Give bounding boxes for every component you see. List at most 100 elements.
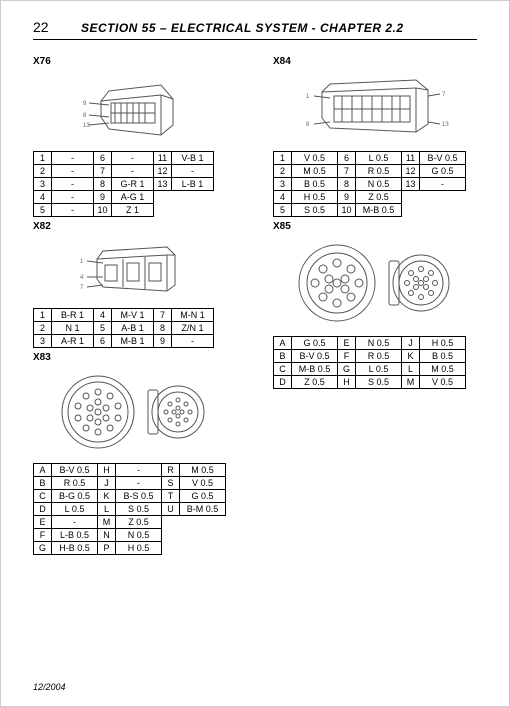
- table-row: DL 0.5LS 0.5UB-M 0.5: [34, 503, 226, 516]
- left-column: X76 9 8 13 1-6-11V-B 12-7-12-3-8G-R 113L…: [33, 54, 237, 559]
- table-cell: 9: [154, 335, 172, 348]
- table-cell: G: [34, 542, 52, 555]
- table-cell: B-R 1: [52, 309, 94, 322]
- table-cell: [420, 191, 466, 204]
- table-cell: G: [338, 363, 356, 376]
- table-cell: [162, 542, 180, 555]
- connector-diagram-x84: 1 8 7 13: [273, 71, 477, 145]
- table-cell: H-B 0.5: [52, 542, 98, 555]
- table-cell: M-N 1: [172, 309, 214, 322]
- table-cell: -: [112, 152, 154, 165]
- table-cell: 13: [154, 178, 172, 191]
- table-cell: 1: [274, 152, 292, 165]
- table-cell: 9: [338, 191, 356, 204]
- table-cell: M 0.5: [180, 464, 226, 477]
- table-cell: V 0.5: [420, 376, 466, 389]
- table-cell: H 0.5: [116, 542, 162, 555]
- table-cell: 5: [94, 322, 112, 335]
- table-cell: 1: [34, 309, 52, 322]
- table-cell: S 0.5: [116, 503, 162, 516]
- table-cell: H 0.5: [292, 191, 338, 204]
- table-row: E-MZ 0.5: [34, 516, 226, 529]
- table-cell: R: [162, 464, 180, 477]
- svg-text:13: 13: [442, 122, 449, 128]
- table-cell: M: [98, 516, 116, 529]
- page-header: 22 SECTION 55 – ELECTRICAL SYSTEM - CHAP…: [33, 19, 477, 40]
- table-row: 4H 0.59Z 0.5: [274, 191, 466, 204]
- table-cell: 7: [154, 309, 172, 322]
- table-cell: B-M 0.5: [180, 503, 226, 516]
- table-cell: 11: [154, 152, 172, 165]
- table-cell: 7: [338, 165, 356, 178]
- svg-text:4: 4: [80, 275, 84, 281]
- table-cell: N: [98, 529, 116, 542]
- table-row: 3-8G-R 113L-B 1: [34, 178, 214, 191]
- table-cell: N 0.5: [356, 337, 402, 350]
- table-row: 2N 15A-B 18Z/N 1: [34, 322, 214, 335]
- page-title: SECTION 55 – ELECTRICAL SYSTEM - CHAPTER…: [81, 21, 404, 35]
- table-cell: D: [274, 376, 292, 389]
- svg-text:13: 13: [83, 123, 90, 129]
- table-cell: [162, 516, 180, 529]
- table-cell: [180, 516, 226, 529]
- table-cell: Z 0.5: [292, 376, 338, 389]
- table-cell: A-B 1: [112, 322, 154, 335]
- table-cell: [420, 204, 466, 217]
- table-row: 3B 0.58N 0.513-: [274, 178, 466, 191]
- connector-diagram-x76: 9 8 13: [33, 71, 237, 145]
- table-row: 1B-R 14M-V 17M-N 1: [34, 309, 214, 322]
- table-row: 1-6-11V-B 1: [34, 152, 214, 165]
- table-cell: -: [52, 516, 98, 529]
- table-cell: 7: [94, 165, 112, 178]
- svg-text:7: 7: [80, 285, 84, 291]
- table-cell: Z 0.5: [356, 191, 402, 204]
- table-cell: 4: [274, 191, 292, 204]
- table-cell: V 0.5: [180, 477, 226, 490]
- table-cell: L 0.5: [356, 152, 402, 165]
- svg-text:8: 8: [306, 122, 310, 128]
- connector-label-x83: X83: [33, 352, 237, 363]
- table-cell: B: [274, 350, 292, 363]
- table-cell: B-V 0.5: [292, 350, 338, 363]
- svg-text:9: 9: [83, 101, 87, 107]
- table-cell: K: [98, 490, 116, 503]
- table-cell: N 0.5: [116, 529, 162, 542]
- table-cell: 2: [34, 165, 52, 178]
- svg-text:1: 1: [80, 259, 84, 265]
- table-cell: 9: [94, 191, 112, 204]
- table-cell: S 0.5: [356, 376, 402, 389]
- table-cell: -: [116, 477, 162, 490]
- table-cell: [154, 191, 172, 204]
- table-cell: [180, 529, 226, 542]
- table-cell: L: [402, 363, 420, 376]
- table-cell: 2: [34, 322, 52, 335]
- table-cell: S 0.5: [292, 204, 338, 217]
- table-cell: H: [338, 376, 356, 389]
- table-cell: 3: [34, 178, 52, 191]
- table-cell: 12: [402, 165, 420, 178]
- table-cell: -: [52, 152, 94, 165]
- table-cell: E: [338, 337, 356, 350]
- connector-diagram-x83: [33, 367, 237, 457]
- table-cell: B 0.5: [292, 178, 338, 191]
- table-cell: R 0.5: [52, 477, 98, 490]
- table-row: 5S 0.510M-B 0.5: [274, 204, 466, 217]
- table-row: BR 0.5J-SV 0.5: [34, 477, 226, 490]
- table-cell: B-V 0.5: [420, 152, 466, 165]
- table-cell: J: [98, 477, 116, 490]
- table-cell: E: [34, 516, 52, 529]
- table-cell: P: [98, 542, 116, 555]
- table-cell: G-R 1: [112, 178, 154, 191]
- table-cell: U: [162, 503, 180, 516]
- table-x82: 1B-R 14M-V 17M-N 12N 15A-B 18Z/N 13A-R 1…: [33, 308, 214, 348]
- table-cell: G 0.5: [292, 337, 338, 350]
- table-cell: -: [172, 165, 214, 178]
- table-cell: L 0.5: [52, 503, 98, 516]
- table-cell: B-G 0.5: [52, 490, 98, 503]
- table-cell: N 1: [52, 322, 94, 335]
- table-x83: AB-V 0.5H-RM 0.5BR 0.5J-SV 0.5CB-G 0.5KB…: [33, 463, 226, 555]
- table-cell: G 0.5: [180, 490, 226, 503]
- table-cell: H: [98, 464, 116, 477]
- table-cell: B-V 0.5: [52, 464, 98, 477]
- table-cell: [172, 204, 214, 217]
